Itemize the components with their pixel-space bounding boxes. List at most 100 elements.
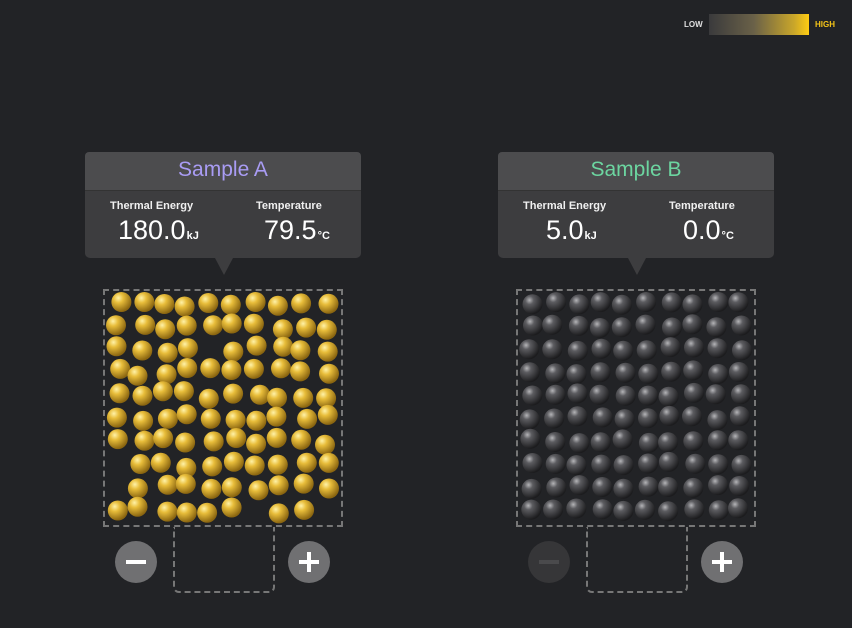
particle — [293, 387, 314, 408]
particle — [132, 340, 153, 361]
particle — [546, 477, 567, 498]
legend-high-label: HIGH — [815, 20, 835, 29]
particle — [127, 496, 148, 517]
particle — [634, 499, 655, 520]
particle — [638, 432, 659, 453]
sample-a-increase-button[interactable] — [288, 541, 330, 583]
sample-a-stats: Thermal Energy 180.0kJ Temperature 79.5°… — [85, 191, 361, 258]
particle — [683, 431, 704, 452]
minus-icon — [539, 560, 559, 564]
particle — [522, 453, 543, 473]
sample-a-drop-tray[interactable] — [173, 527, 275, 593]
particle — [638, 453, 659, 474]
particle — [592, 477, 613, 497]
particle — [685, 453, 706, 474]
particle — [638, 476, 659, 497]
particle — [731, 454, 752, 475]
particle — [683, 360, 704, 381]
particle — [268, 503, 289, 524]
particle — [221, 477, 242, 498]
particle — [521, 478, 542, 499]
particle — [221, 360, 242, 380]
particle — [154, 294, 175, 314]
particle — [316, 319, 337, 340]
particle — [659, 405, 680, 426]
particle — [177, 358, 198, 378]
particle — [542, 339, 563, 360]
particle — [708, 364, 729, 384]
particle — [267, 454, 288, 475]
particle — [106, 407, 127, 428]
particle — [543, 499, 564, 520]
particle — [658, 432, 678, 453]
thermal-energy-value: 180.0 — [118, 215, 186, 245]
sample-b-drop-tray[interactable] — [586, 527, 688, 593]
particle — [177, 338, 198, 359]
particle — [638, 408, 658, 429]
particle — [705, 384, 726, 405]
particle — [202, 456, 223, 477]
sample-a-container — [103, 289, 343, 527]
particle — [157, 501, 178, 522]
particle — [221, 497, 242, 518]
temperature-value: 79.5 — [264, 215, 317, 245]
energy-legend: LOW HIGH — [684, 14, 840, 36]
particle — [521, 499, 542, 520]
particle — [613, 500, 634, 521]
particle — [611, 317, 632, 338]
particle — [708, 475, 729, 496]
sample-b-stats: Thermal Energy 5.0kJ Temperature 0.0°C — [498, 191, 774, 258]
particle — [127, 478, 148, 499]
particle — [683, 477, 704, 498]
particle — [107, 500, 128, 521]
sample-b-increase-button[interactable] — [701, 541, 743, 583]
particle — [522, 385, 543, 406]
particle — [225, 409, 246, 430]
particle — [728, 292, 749, 313]
particle — [658, 477, 679, 497]
particle — [728, 430, 749, 451]
sample-b-decrease-button[interactable] — [528, 541, 570, 583]
particle — [568, 315, 589, 336]
temperature-label: Temperature — [669, 200, 735, 212]
particle — [156, 364, 177, 385]
sample-a-thermal-energy: Thermal Energy 180.0kJ — [110, 200, 230, 245]
sample-a-decrease-button[interactable] — [115, 541, 157, 583]
temperature-readout: 79.5°C — [264, 215, 330, 246]
particle — [729, 406, 750, 427]
plus-icon — [720, 552, 724, 572]
thermal-energy-unit: kJ — [584, 230, 597, 242]
particle — [658, 386, 679, 407]
particle — [591, 338, 612, 359]
particle — [638, 385, 659, 406]
particle — [615, 385, 636, 406]
particle — [615, 362, 636, 383]
particle — [566, 364, 587, 385]
particle — [318, 452, 339, 473]
particle — [545, 453, 566, 474]
particle — [106, 315, 126, 336]
minus-icon — [126, 560, 146, 564]
particle — [546, 292, 567, 313]
particle — [707, 410, 728, 431]
particle — [157, 408, 178, 429]
particle — [271, 358, 291, 379]
particle — [614, 409, 635, 430]
sample-a-temperature: Temperature 79.5°C — [256, 200, 356, 245]
particle — [248, 480, 269, 501]
plus-icon — [307, 552, 311, 572]
particle — [708, 292, 729, 312]
particle — [173, 381, 194, 402]
particle — [176, 457, 197, 478]
particle — [523, 315, 543, 336]
particle — [662, 317, 682, 338]
particle — [636, 292, 657, 312]
particle — [567, 406, 588, 427]
sample-b-title: Sample B — [498, 152, 774, 191]
particle — [107, 429, 128, 450]
thermal-energy-readout: 5.0kJ — [546, 215, 597, 246]
particle — [132, 385, 153, 406]
particle — [157, 474, 178, 495]
particle — [203, 315, 224, 336]
temperature-label: Temperature — [256, 200, 322, 212]
